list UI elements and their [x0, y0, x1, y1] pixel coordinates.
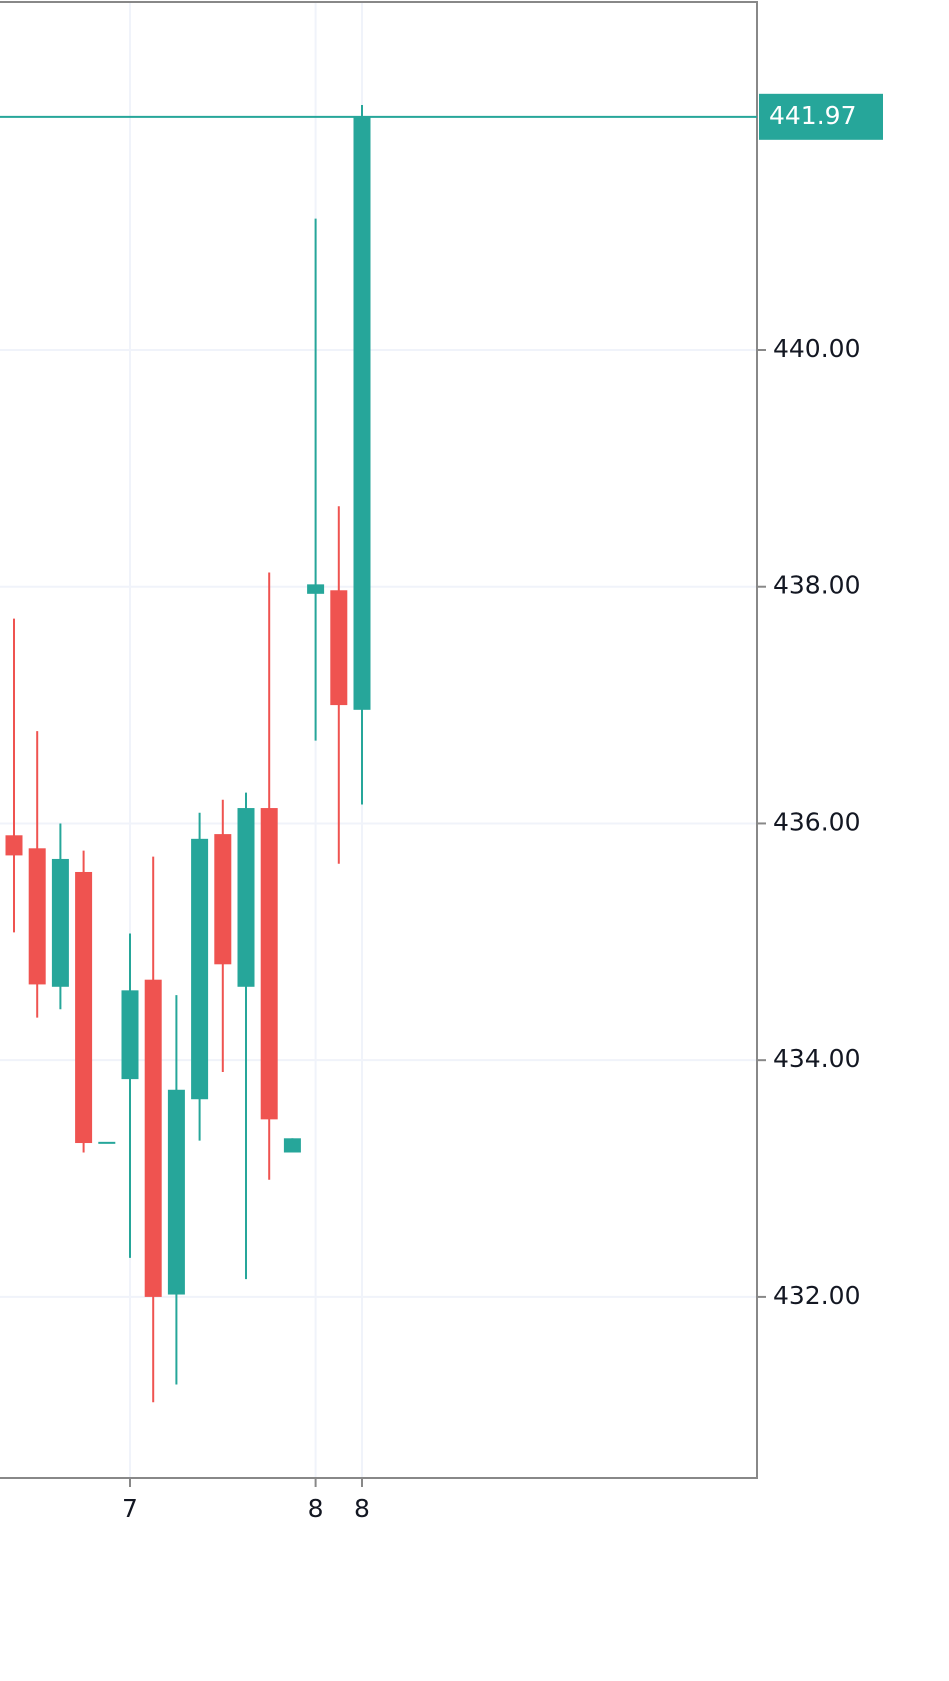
candle-body: [191, 838, 209, 1100]
candle-body: [330, 590, 348, 706]
last-price-box: [759, 93, 883, 140]
candle-body: [51, 858, 69, 987]
y-tick-label: 434.00: [773, 1044, 860, 1073]
candle-body: [167, 1089, 185, 1295]
candle-body: [144, 979, 162, 1297]
candle-body: [28, 848, 46, 985]
last-price-label: 441.97: [769, 101, 856, 130]
candle-body: [75, 871, 93, 1144]
y-tick-label: 438.00: [773, 571, 860, 600]
candle-body: [353, 116, 371, 710]
candle-body: [307, 584, 325, 594]
candle-body: [5, 835, 23, 856]
candle-body: [283, 1138, 301, 1153]
candle-body: [237, 808, 255, 987]
candle-body: [260, 808, 278, 1120]
x-tick-label: 8: [308, 1494, 324, 1523]
candle-body: [98, 1141, 116, 1144]
plot-border: [0, 1, 758, 1479]
candle-body: [121, 990, 139, 1080]
y-tick-label: 436.00: [773, 807, 860, 836]
y-tick-label: 440.00: [773, 334, 860, 363]
candle-body: [214, 834, 232, 965]
x-tick-label: 7: [122, 1494, 138, 1523]
y-tick-label: 432.00: [773, 1281, 860, 1310]
x-tick-label: 8: [354, 1494, 370, 1523]
